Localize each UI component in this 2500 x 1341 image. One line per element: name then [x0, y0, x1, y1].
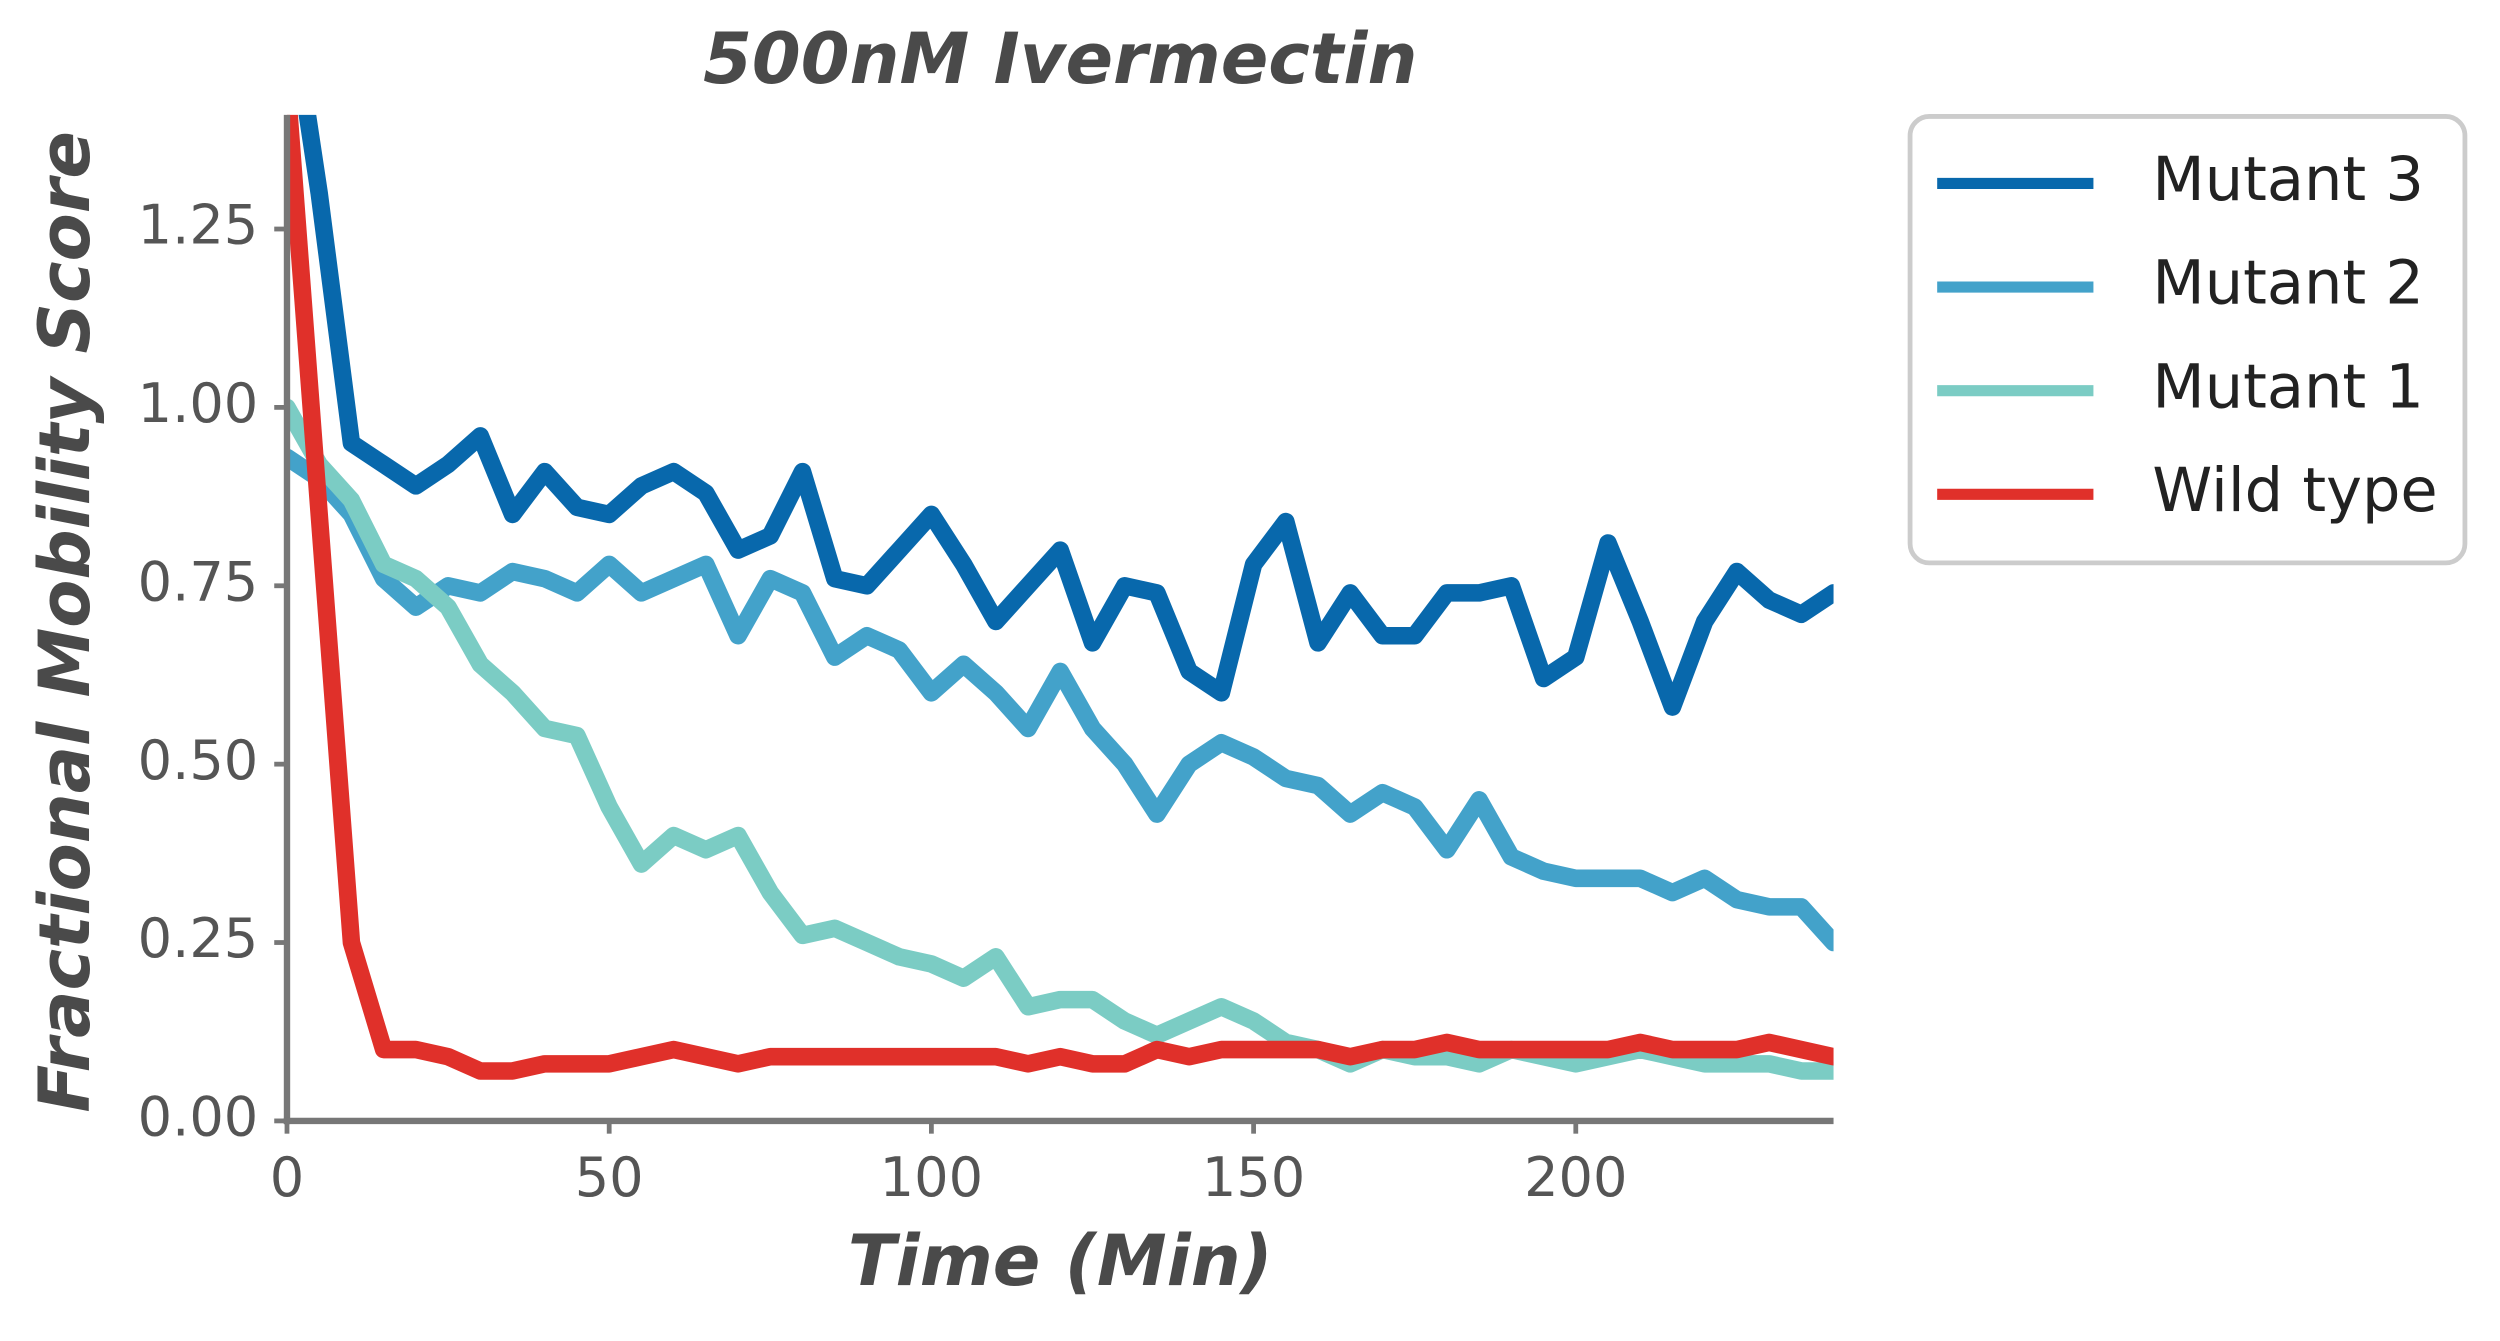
chart-title: 500nM Ivermectin: [703, 18, 1417, 100]
data-line: [286, 448, 1834, 952]
legend-label: Mutant 1: [2152, 352, 2423, 422]
data-line: [286, 398, 1834, 1080]
data-line: [298, 114, 1834, 716]
x-tick-label: 100: [880, 1146, 983, 1209]
y-tick-label: 0.75: [138, 550, 259, 613]
plot-area: [286, 114, 1834, 1080]
y-tick-label: 0.00: [138, 1086, 259, 1149]
x-tick-label: 0: [270, 1146, 304, 1209]
x-axis-label: Time (Min): [848, 1220, 1273, 1302]
y-tick-label: 0.50: [138, 729, 259, 792]
legend-label: Wild type: [2152, 456, 2437, 526]
legend-label: Mutant 3: [2152, 145, 2423, 215]
y-tick-label: 1.00: [138, 372, 259, 435]
x-tick-label: 50: [575, 1146, 644, 1209]
y-tick-label: 1.25: [138, 194, 259, 257]
y-tick-label: 0.25: [138, 907, 259, 970]
legend-box: [1907, 114, 2468, 566]
legend-label: Mutant 2: [2152, 249, 2423, 319]
y-axis-label: Fractional Mobility Score: [24, 131, 106, 1113]
x-tick-label: 150: [1202, 1146, 1305, 1209]
data-line: [286, 114, 1834, 1080]
x-tick-label: 200: [1524, 1146, 1627, 1209]
